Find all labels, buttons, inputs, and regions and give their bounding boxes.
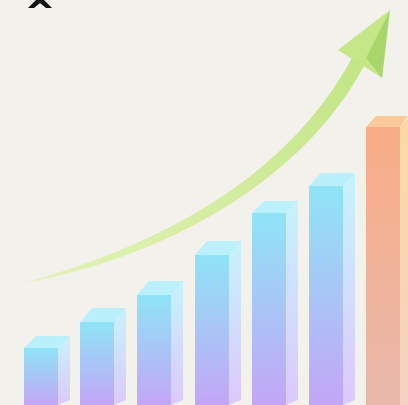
bar xyxy=(80,308,126,405)
arrow-head-shade xyxy=(366,10,390,78)
bar-side xyxy=(114,308,126,405)
growth-arrow xyxy=(24,10,390,283)
bar-cap xyxy=(252,201,298,213)
bar-front xyxy=(137,295,171,405)
bar-front xyxy=(252,213,286,405)
bar-front xyxy=(80,322,114,405)
bar-front xyxy=(309,186,343,405)
bar xyxy=(137,281,183,405)
bar-side xyxy=(229,241,241,405)
bar-side xyxy=(58,336,70,405)
bars xyxy=(24,116,408,405)
icon-fragment xyxy=(28,0,52,8)
bar-cap xyxy=(195,241,241,255)
bar-cap xyxy=(309,173,355,186)
bar xyxy=(252,201,298,405)
bar xyxy=(366,116,408,405)
bar xyxy=(24,336,70,405)
bar-front xyxy=(24,348,58,405)
bar xyxy=(309,173,355,405)
bar-cap xyxy=(137,281,183,295)
bar-side xyxy=(343,173,355,405)
bar-cap xyxy=(366,116,408,127)
bar-front xyxy=(366,127,400,405)
bar-cap xyxy=(24,336,70,348)
bar xyxy=(195,241,241,405)
bar-side xyxy=(400,118,408,405)
bar-cap xyxy=(80,308,126,322)
bar-side xyxy=(286,201,298,405)
bar-front xyxy=(195,255,229,405)
bar-side xyxy=(171,281,183,405)
